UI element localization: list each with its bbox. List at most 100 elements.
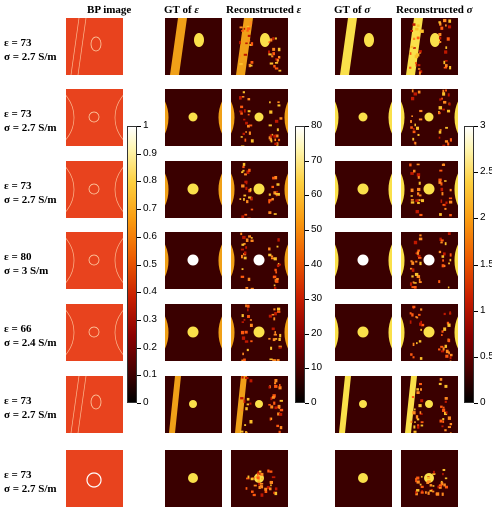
colorbar-tick-label: 0 — [137, 397, 149, 408]
artifact-speckle — [411, 89, 414, 93]
artifact-speckle — [249, 23, 252, 26]
permittivity-label: ε = 73 — [4, 37, 32, 49]
artifact-speckle — [412, 47, 416, 49]
artifact-speckle — [438, 486, 442, 489]
artifact-speckle — [270, 397, 273, 401]
bp-edge — [66, 238, 75, 283]
artifact-speckle — [245, 431, 248, 433]
artifact-speckle — [268, 193, 271, 196]
artifact-speckle — [249, 21, 253, 25]
recon-epsilon-tile — [231, 304, 288, 361]
artifact-speckle — [416, 489, 420, 492]
artifact-speckle — [448, 19, 452, 23]
colorbar-tick-label: 0.7 — [137, 203, 157, 215]
artifact-speckle — [246, 200, 249, 204]
artifact-speckle — [277, 101, 280, 104]
bp-image-tile — [66, 304, 123, 361]
artifact-speckle — [445, 126, 448, 129]
artifact-speckle — [268, 199, 272, 202]
diagonal-bar — [169, 376, 181, 433]
artifact-speckle — [424, 491, 427, 494]
conductivity-label: σ = 2.7 S/m — [4, 409, 57, 421]
artifact-speckle — [248, 131, 251, 135]
artifact-speckle — [409, 282, 413, 286]
artifact-speckle — [240, 232, 243, 236]
artifact-speckle — [278, 384, 281, 388]
artifact-speckle — [419, 322, 422, 326]
tile-background — [66, 232, 123, 289]
artifact-speckle — [412, 305, 416, 309]
artifact-speckle — [269, 101, 271, 104]
artifact-speckle — [449, 432, 452, 433]
artifact-speckle — [415, 478, 417, 483]
artifact-speckle — [444, 60, 448, 62]
artifact-speckle — [245, 186, 248, 190]
artifact-speckle — [411, 313, 414, 317]
permittivity-label: ε = 73 — [4, 180, 32, 192]
bp-edge — [70, 376, 80, 433]
recon-sigma-tile — [401, 161, 458, 218]
sigma-colorbar-gradient — [464, 126, 474, 403]
artifact-speckle — [242, 162, 246, 166]
colorbar-tick-label: 0.5 — [474, 350, 492, 362]
diagonal-bar — [340, 18, 357, 75]
artifact-speckle — [247, 277, 251, 281]
artifact-speckle — [240, 136, 243, 138]
artifact-speckle — [248, 235, 252, 238]
artifact-speckle — [240, 397, 244, 400]
tile-background — [66, 450, 123, 507]
artifact-speckle — [415, 342, 418, 345]
gt-epsilon-tile — [165, 18, 222, 75]
artifact-speckle — [241, 30, 244, 32]
center-target — [423, 183, 435, 195]
artifact-speckle — [420, 491, 424, 494]
artifact-speckle — [246, 170, 250, 174]
artifact-speckle — [444, 242, 447, 246]
artifact-speckle — [249, 64, 253, 67]
artifact-speckle — [432, 490, 435, 493]
bp-target — [88, 326, 100, 338]
artifact-speckle — [414, 123, 416, 127]
center-target — [430, 33, 440, 47]
artifact-speckle — [245, 487, 248, 490]
artifact-speckle — [415, 209, 419, 214]
gt-epsilon-tile — [165, 304, 222, 361]
artifact-speckle — [439, 129, 442, 131]
bp-edge — [77, 18, 87, 75]
artifact-speckle — [239, 198, 242, 200]
artifact-speckle — [418, 313, 421, 316]
artifact-speckle — [245, 121, 248, 125]
colorbar-tick-label: 50 — [304, 223, 323, 235]
artifact-speckle — [246, 27, 251, 30]
artifact-speckle — [273, 333, 277, 336]
artifact-speckle — [447, 25, 452, 29]
artifact-speckle — [416, 425, 420, 429]
tile-background — [66, 89, 123, 146]
artifact-speckle — [277, 104, 281, 107]
artifact-speckle — [274, 193, 279, 195]
artifact-speckle — [443, 60, 446, 65]
artifact-speckle — [442, 108, 445, 111]
artifact-speckle — [250, 477, 254, 481]
bp-image-tile — [66, 161, 123, 218]
bp-target — [88, 111, 100, 123]
artifact-speckle — [444, 207, 447, 210]
recon-sigma-tile — [401, 89, 458, 146]
artifact-speckle — [243, 399, 246, 403]
colorbar-tick-label: 0.4 — [137, 286, 157, 298]
artifact-speckle — [245, 304, 247, 308]
artifact-speckle — [416, 418, 420, 421]
artifact-speckle — [252, 493, 256, 497]
artifact-speckle — [275, 134, 279, 138]
artifact-speckle — [241, 254, 243, 259]
artifact-speckle — [266, 485, 270, 490]
artifact-speckle — [261, 477, 263, 480]
artifact-speckle — [268, 385, 271, 389]
artifact-speckle — [413, 282, 417, 284]
artifact-speckle — [438, 111, 441, 115]
colorbar-tick-label: 1 — [137, 120, 149, 131]
bp-edge — [66, 310, 75, 355]
artifact-speckle — [416, 316, 419, 319]
artifact-speckle — [247, 39, 251, 42]
bp-target — [88, 183, 100, 195]
